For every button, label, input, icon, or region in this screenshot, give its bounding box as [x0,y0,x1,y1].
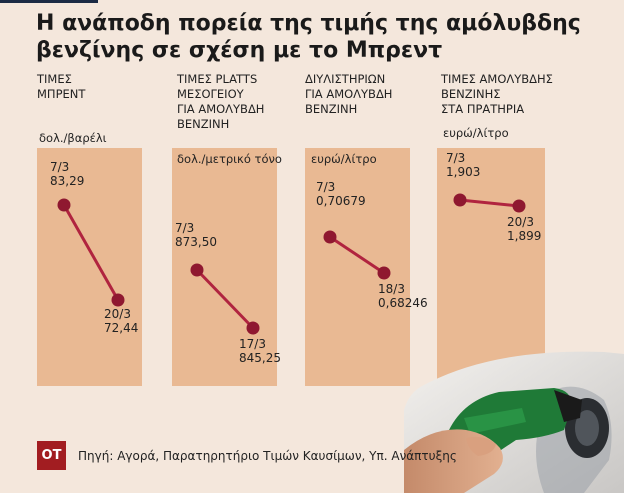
panel-3-box [305,148,410,386]
panel-3-header-line: ΒΕΝΖΙΝΗ [305,102,358,116]
panel-2-header: ΤΙΜΕΣ PLATTS ΜΕΣΟΓΕΙΟΥ ΓΙΑ ΑΜΟΛΥΒΔΗ ΒΕΝΖ… [177,72,264,132]
panel-3-header-line: ΔΙΥΛΙΣΤΗΡΙΩΝ [305,72,386,86]
top-accent-line [0,0,98,3]
panel-3-unit: ευρώ/λίτρο [311,152,377,166]
panel-4-unit: ευρώ/λίτρο [443,126,509,140]
ot-logo: ΟΤ [37,441,66,470]
source-note: Πηγή: Αγορά, Παρατηρητήριο Τιμών Καυσίμω… [78,449,457,463]
panel-4-header-line: ΣΤΑ ΠΡΑΤΗΡΙΑ [441,102,525,116]
panel-2-unit: δολ./μετρικό τόνο [177,152,282,166]
panel-3-header-line: ΓΙΑ ΑΜΟΛΥΒΔΗ [305,87,393,101]
fuel-nozzle-photo [404,351,624,493]
panel-1-header-line: ΤΙΜΕΣ [37,72,72,86]
panel-3-header: ΔΙΥΛΙΣΤΗΡΙΩΝ ΓΙΑ ΑΜΟΛΥΒΔΗ ΒΕΝΖΙΝΗ [305,72,392,117]
panel-4-header-line: ΒΕΝΖΙΝΗΣ [441,87,501,101]
panel-1-header: ΤΙΜΕΣ ΜΠΡΕΝΤ [37,72,85,102]
panel-2-header-line: ΓΙΑ ΑΜΟΛΥΒΔΗ [177,102,265,116]
panel-4-header: ΤΙΜΕΣ ΑΜΟΛΥΒΔΗΣ ΒΕΝΖΙΝΗΣ ΣΤΑ ΠΡΑΤΗΡΙΑ [441,72,553,117]
panel-1-box [37,148,142,386]
title-line-2: βενζίνης σε σχέση με το Μπρεντ [36,38,443,63]
panel-2-header-line: ΜΕΣΟΓΕΙΟΥ [177,87,244,101]
panel-2-header-line: ΤΙΜΕΣ PLATTS [177,72,258,86]
page-title: Η ανάποδη πορεία της τιμής της αμόλυβδης… [36,10,596,64]
panel-4-box [437,148,545,386]
panel-2-box [172,148,277,386]
panel-2-header-line: ΒΕΝΖΙΝΗ [177,117,230,131]
panel-1-unit: δολ./βαρέλι [39,131,107,145]
panel-4-header-line: ΤΙΜΕΣ ΑΜΟΛΥΒΔΗΣ [441,72,553,86]
panel-1-header-line: ΜΠΡΕΝΤ [37,87,86,101]
title-line-1: Η ανάποδη πορεία της τιμής της αμόλυβδης [36,11,581,36]
